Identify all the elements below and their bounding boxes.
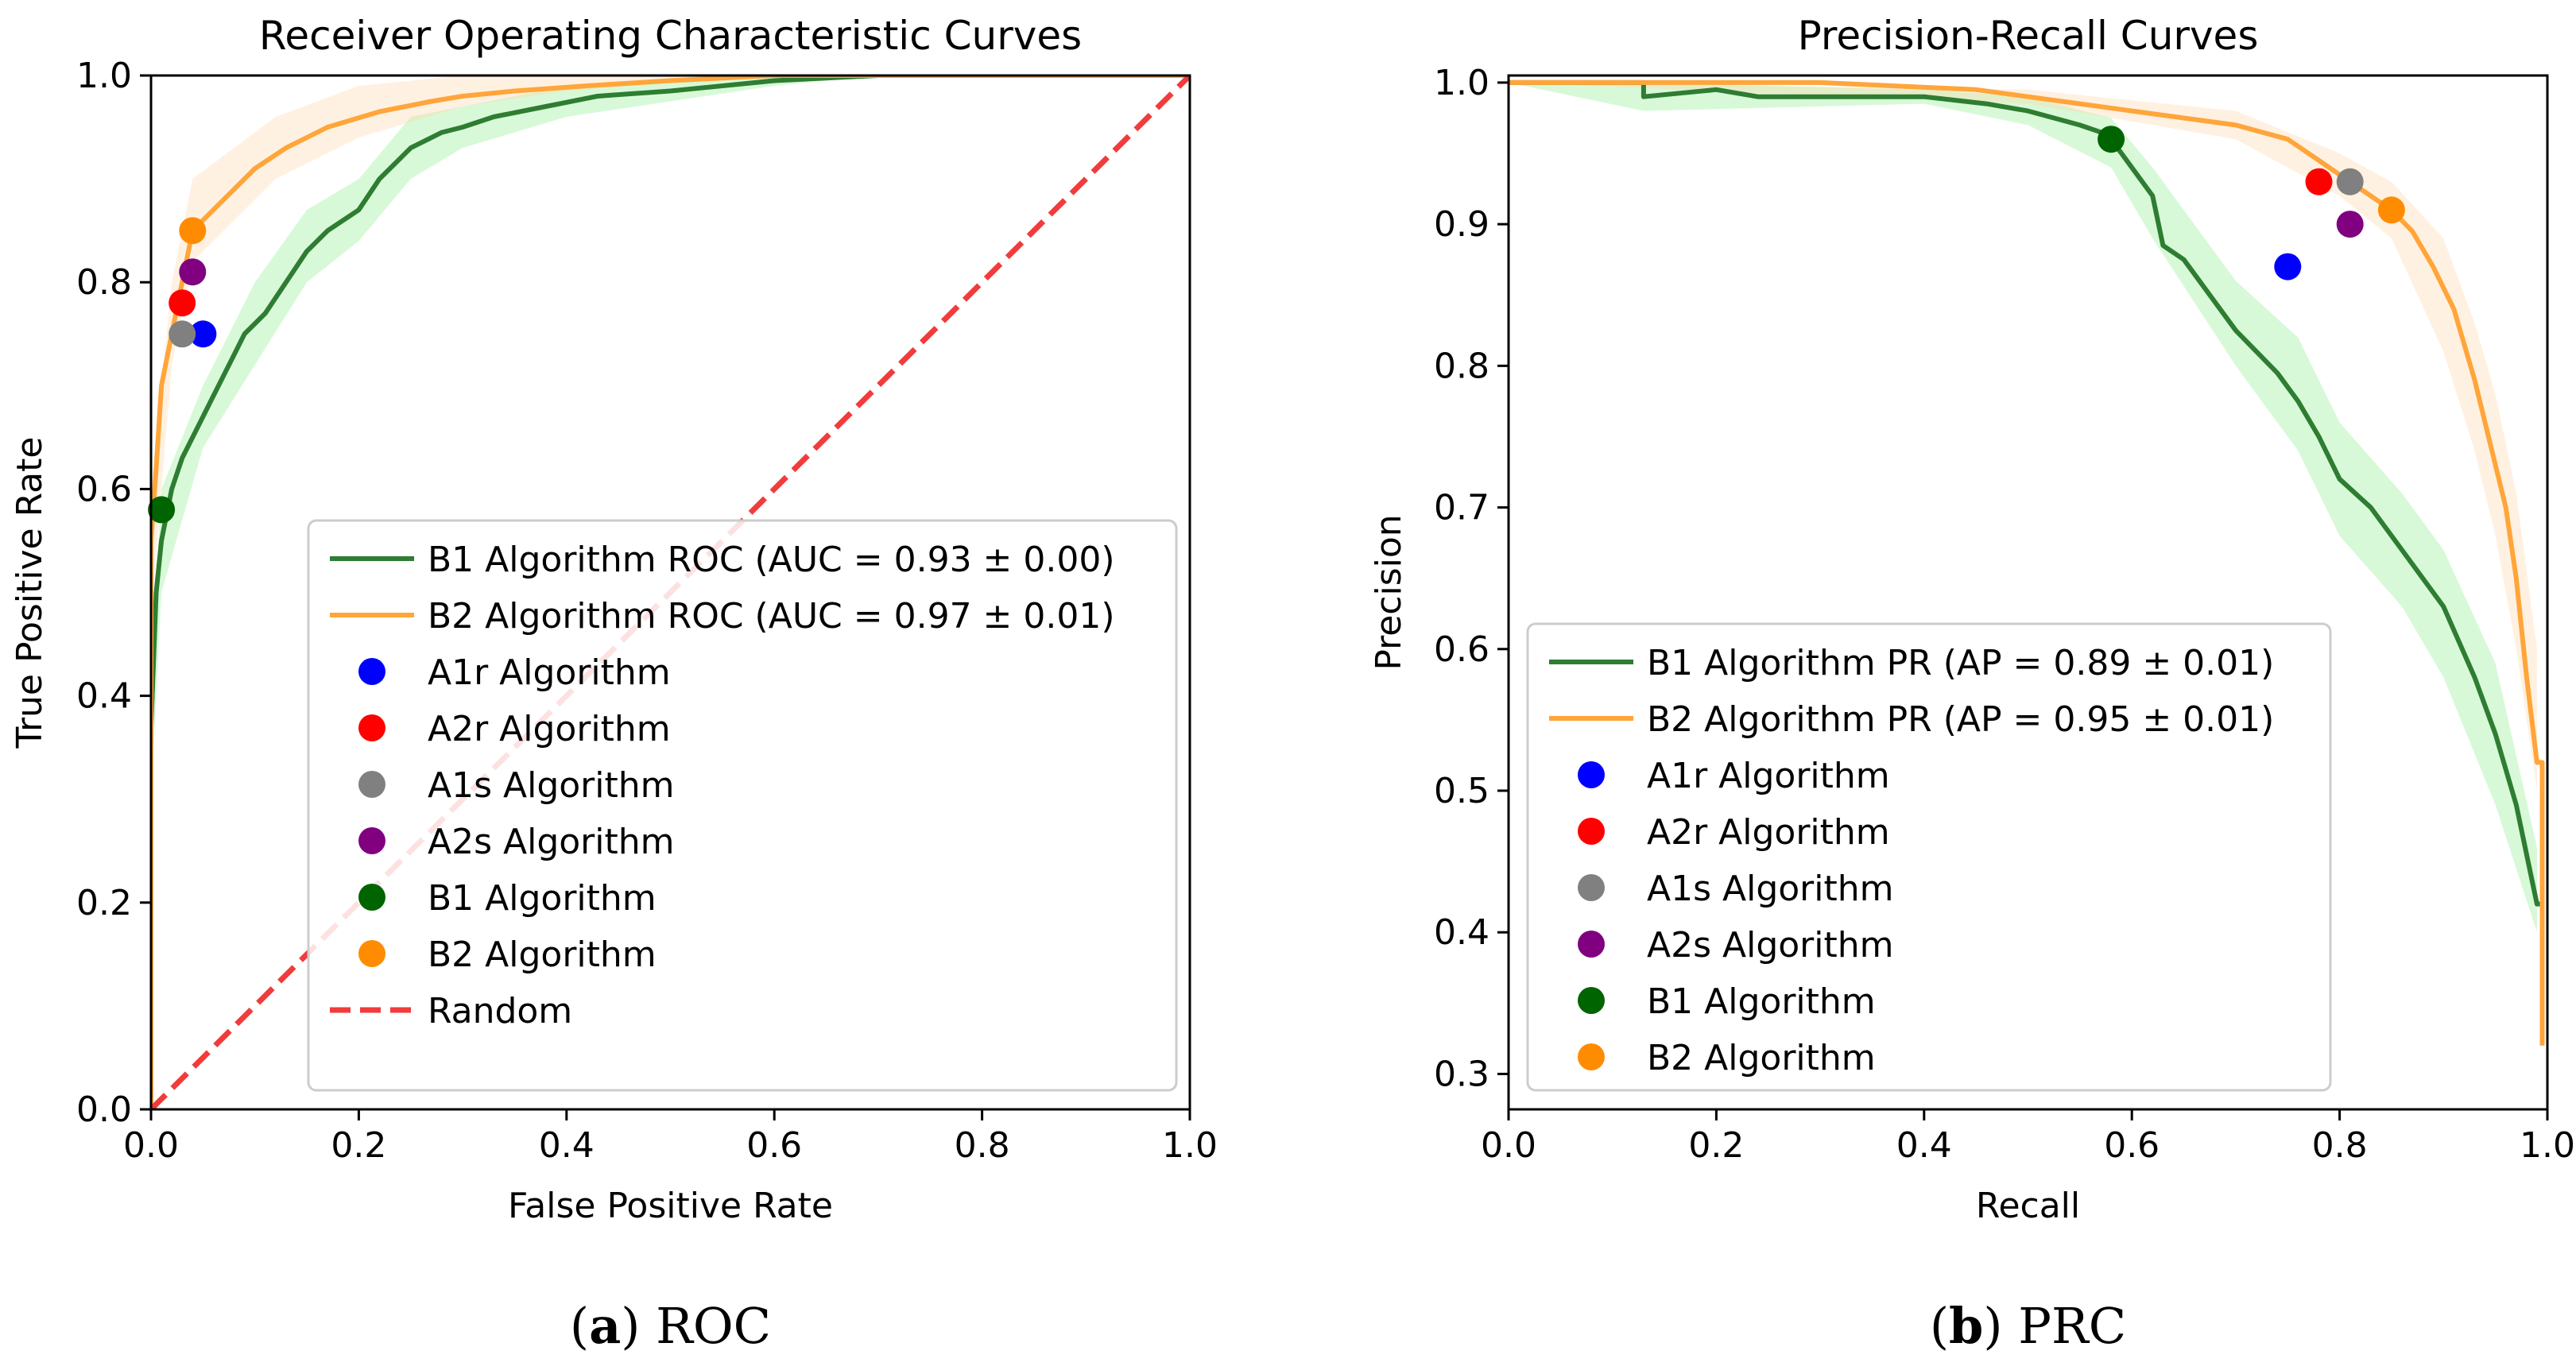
legend-label: A2s Algorithm [428, 822, 675, 862]
chart-title: Receiver Operating Characteristic Curves [259, 13, 1082, 59]
legend-label: B1 Algorithm ROC (AUC = 0.93 ± 0.00) [428, 540, 1115, 580]
axes-frame [149, 74, 1191, 1111]
series-line-0 [1509, 79, 2543, 907]
y-tick-label: 0.2 [76, 883, 132, 923]
legend-label: A2s Algorithm [1647, 925, 1894, 966]
y-tick-label: 0.4 [76, 676, 132, 717]
x-tick-label: 0.8 [2312, 1125, 2368, 1166]
legend-box [307, 519, 1178, 1092]
legend-marker [1578, 818, 1605, 845]
legend-marker [358, 827, 385, 854]
legend-label: A1r Algorithm [1647, 756, 1890, 796]
legend-box [1526, 622, 2332, 1092]
marker-a2s-algorithm [2336, 211, 2364, 238]
figure-caption: (b) PRC [1930, 1297, 2126, 1355]
x-axis-label: Recall [1976, 1186, 2080, 1226]
legend-label: B2 Algorithm [1647, 1038, 1876, 1078]
legend-marker [358, 940, 385, 967]
marker-a2r-algorithm [169, 289, 196, 317]
y-tick-label: 0.5 [1434, 771, 1489, 811]
marker-a2s-algorithm [179, 258, 207, 286]
legend-label: B1 Algorithm [428, 878, 657, 919]
y-tick-label: 0.8 [76, 262, 132, 303]
legend-marker [1578, 1043, 1605, 1070]
legend-label: A1s Algorithm [428, 765, 675, 806]
legend-marker [358, 714, 385, 741]
legend-label: A1r Algorithm [428, 652, 671, 693]
legend-label: B2 Algorithm ROC (AUC = 0.97 ± 0.01) [428, 596, 1115, 637]
legend-marker [358, 771, 385, 798]
y-tick-label: 0.7 [1434, 488, 1489, 528]
legend-marker [358, 884, 385, 911]
x-tick-label: 0.6 [2104, 1125, 2160, 1166]
chart-prc: 0.0 0.2 0.4 0.6 0.8 1.0 0.3 0.4 0.5 0.6 0.7 0.8 0.9 1… [1369, 13, 2575, 1355]
legend-label: B1 Algorithm PR (AP = 0.89 ± 0.01) [1647, 643, 2274, 683]
legend-marker [1578, 987, 1605, 1014]
x-tick-label: 0.2 [331, 1125, 386, 1166]
marker-a2r-algorithm [2305, 168, 2333, 195]
caption-paren: ) PRC [1983, 1297, 2126, 1355]
caption-letter: b [1949, 1297, 1983, 1355]
y-tick-label: 0.9 [1434, 204, 1489, 245]
legend-marker [358, 658, 385, 685]
y-tick-label: 0.6 [1434, 629, 1489, 670]
x-tick-label: 0.4 [1896, 1125, 1952, 1166]
legend: B1 Algorithm PR (AP = 0.89 ± 0.01) B2 Alg… [1526, 622, 2332, 1092]
axes-frame [1507, 74, 2549, 1111]
chart-roc: 0.0 0.2 0.4 0.6 0.8 1.0 0.0 0.2 0.4 0.6 0.8 1.0 Rece… [10, 13, 1218, 1355]
legend-marker [1578, 761, 1605, 788]
y-tick-label: 0.8 [1434, 346, 1489, 386]
legend-label: B2 Algorithm PR (AP = 0.95 ± 0.01) [1647, 699, 2274, 740]
series-line-1 [151, 75, 1190, 1109]
marker-b1-algorithm [2098, 126, 2125, 153]
x-axis-label: False Positive Rate [508, 1186, 833, 1226]
legend-marker [1578, 874, 1605, 901]
y-tick-label: 1.0 [76, 56, 132, 96]
legend: B1 Algorithm ROC (AUC = 0.93 ± 0.00) B2 A… [307, 519, 1178, 1092]
legend-label: A2r Algorithm [1647, 812, 1890, 853]
y-tick-label: 1.0 [1434, 63, 1489, 103]
marker-a1r-algorithm [189, 320, 217, 348]
y-axis-label: Precision [1369, 514, 1409, 670]
x-tick-label: 0.0 [123, 1125, 179, 1166]
x-tick-label: 1.0 [2520, 1125, 2575, 1166]
marker-a1s-algorithm [2336, 168, 2364, 195]
series-line-0 [151, 75, 1190, 1109]
legend-label: B2 Algorithm [428, 935, 657, 975]
y-axis-label: True Positive Rate [10, 437, 50, 749]
caption-paren: ( [570, 1297, 589, 1355]
x-tick-label: 0.6 [746, 1125, 802, 1166]
marker-b2-algorithm [2377, 196, 2405, 224]
x-tick-label: 0.4 [539, 1125, 595, 1166]
confidence-band-0 [1509, 82, 2537, 933]
figure-caption: (a) ROC [570, 1297, 771, 1355]
caption-letter: a [589, 1297, 621, 1355]
caption-paren: ( [1930, 1297, 1949, 1355]
y-tick-label: 0.6 [76, 469, 132, 509]
marker-a1r-algorithm [2274, 253, 2302, 281]
chart-title: Precision-Recall Curves [1798, 13, 2259, 59]
x-tick-label: 1.0 [1162, 1125, 1218, 1166]
legend-label: A2r Algorithm [428, 709, 671, 749]
y-tick-label: 0.3 [1434, 1054, 1489, 1094]
caption-paren: ) ROC [621, 1297, 771, 1355]
x-tick-label: 0.0 [1481, 1125, 1536, 1166]
plot-area [1509, 79, 2545, 1046]
series-line-1 [1509, 79, 2545, 1046]
legend-label: Random [428, 991, 572, 1031]
marker-b2-algorithm [179, 217, 207, 245]
x-tick-label: 0.2 [1688, 1125, 1744, 1166]
x-tick-label: 0.8 [955, 1125, 1010, 1166]
marker-b1-algorithm [148, 496, 176, 524]
legend-marker [1578, 931, 1605, 958]
legend-label: A1s Algorithm [1647, 869, 1894, 909]
y-tick-label: 0.0 [76, 1089, 132, 1130]
marker-a1s-algorithm [169, 320, 196, 348]
legend-label: B1 Algorithm [1647, 981, 1876, 1022]
y-tick-label: 0.4 [1434, 912, 1489, 953]
